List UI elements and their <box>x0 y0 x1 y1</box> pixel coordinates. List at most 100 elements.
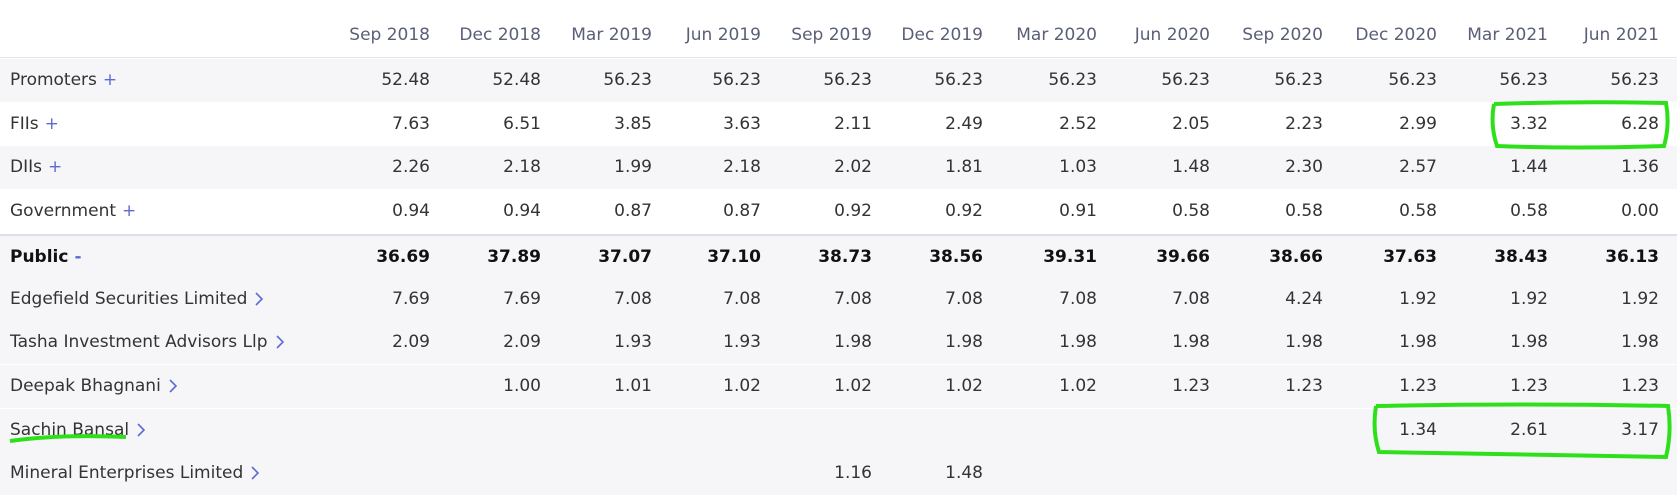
value-cell: 2.61 <box>1510 419 1548 440</box>
value-cell: 1.03 <box>1059 157 1097 178</box>
value-cell: 1.98 <box>1399 332 1437 353</box>
table-row: Edgefield Securities Limited 7.69 7.69 7.08… <box>0 277 1677 321</box>
value-cell: 7.08 <box>834 288 872 309</box>
chevron-icon[interactable] <box>255 291 264 306</box>
value-cell: 38.66 <box>1269 246 1323 267</box>
value-cell: 2.52 <box>1059 113 1097 134</box>
value-cell: 0.94 <box>392 201 430 222</box>
row-label[interactable]: Deepak Bhagnani <box>10 365 177 408</box>
row-label[interactable]: FIIs + <box>10 103 59 146</box>
value-cell: 2.02 <box>834 157 872 178</box>
value-cell: 1.92 <box>1510 288 1548 309</box>
value-cell: 1.98 <box>1172 332 1210 353</box>
value-cell: 1.81 <box>945 157 983 178</box>
value-cell: 56.23 <box>1274 70 1323 90</box>
value-cell: 1.48 <box>1172 157 1210 178</box>
value-cell: 0.00 <box>1621 201 1659 222</box>
table-row: Promoters +52.48 52.48 56.23 56.23 56.23 56.23… <box>0 59 1677 102</box>
value-cell: 7.63 <box>392 113 430 134</box>
value-cell: 1.02 <box>1059 375 1097 396</box>
row-label[interactable]: Tasha Investment Advisors Llp <box>10 321 284 364</box>
column-header: Sep 2019 <box>791 25 872 45</box>
value-cell: 2.23 <box>1285 113 1323 134</box>
chevron-icon[interactable] <box>251 466 260 480</box>
value-cell: 38.56 <box>929 246 983 267</box>
value-cell: 37.07 <box>598 246 652 267</box>
row-label[interactable]: Promoters + <box>10 59 117 102</box>
value-cell: 1.02 <box>723 375 761 396</box>
value-cell: 1.99 <box>614 157 652 178</box>
value-cell: 56.23 <box>712 70 761 90</box>
column-header: Sep 2018 <box>349 25 430 45</box>
row-name: Government <box>10 201 117 222</box>
value-cell: 2.26 <box>392 157 430 178</box>
value-cell: 1.23 <box>1399 375 1437 396</box>
value-cell: 1.36 <box>1621 157 1659 178</box>
value-cell: 0.92 <box>945 201 983 222</box>
value-cell: 1.02 <box>834 375 872 396</box>
value-cell: 2.18 <box>503 157 541 178</box>
value-cell: 7.08 <box>614 288 652 309</box>
value-cell: 1.98 <box>1621 332 1659 353</box>
table-row: Tasha Investment Advisors Llp 2.09 2.09 1.9… <box>0 321 1677 365</box>
value-cell: 0.92 <box>834 201 872 222</box>
column-header: Mar 2020 <box>1016 25 1097 45</box>
value-cell: 1.92 <box>1399 288 1437 309</box>
value-cell: 56.23 <box>1048 70 1097 90</box>
table-row: Mineral Enterprises Limited 1.16 1.48 <box>0 452 1677 496</box>
value-cell: 7.69 <box>503 288 541 309</box>
value-cell: 1.98 <box>1285 332 1323 353</box>
toggle[interactable]: - <box>74 246 82 267</box>
value-cell: 0.58 <box>1285 201 1323 222</box>
toggle[interactable]: + <box>44 113 59 134</box>
value-cell: 4.24 <box>1285 288 1323 309</box>
chevron-icon[interactable] <box>275 335 284 349</box>
value-cell: 2.30 <box>1285 157 1323 178</box>
value-cell: 1.16 <box>834 463 872 484</box>
toggle[interactable]: + <box>102 70 118 90</box>
value-cell: 0.58 <box>1510 201 1548 222</box>
row-label[interactable]: Government + <box>10 190 136 233</box>
chevron-icon[interactable] <box>169 379 177 393</box>
value-cell: 2.05 <box>1172 113 1210 134</box>
column-header: Dec 2018 <box>459 25 541 45</box>
value-cell: 7.08 <box>1059 288 1097 309</box>
value-cell: 1.00 <box>503 375 541 396</box>
table-row: Deepak Bhagnani 1.00 1.01 1.02 1.02 1.02 1.02 1… <box>0 364 1677 408</box>
column-header: Jun 2021 <box>1583 25 1659 45</box>
toggle[interactable]: + <box>47 157 63 178</box>
toggle[interactable]: + <box>122 201 137 222</box>
row-name: FIIs <box>10 113 39 134</box>
value-cell: 1.48 <box>945 463 983 484</box>
value-cell: 7.08 <box>1172 288 1210 309</box>
value-cell: 1.98 <box>1059 332 1097 353</box>
value-cell: 7.08 <box>945 288 983 309</box>
value-cell: 56.23 <box>934 70 983 90</box>
value-cell: 1.93 <box>723 332 761 353</box>
value-cell: 7.69 <box>392 288 430 309</box>
value-cell: 0.58 <box>1172 201 1210 222</box>
row-label[interactable]: Sachin Bansal <box>10 409 146 452</box>
value-cell: 56.23 <box>1610 70 1659 90</box>
value-cell: 1.23 <box>1621 375 1659 396</box>
row-name: Edgefield Securities Limited <box>10 288 248 309</box>
value-cell: 38.73 <box>818 246 872 267</box>
value-cell: 2.09 <box>503 332 541 353</box>
row-label[interactable]: Edgefield Securities Limited <box>10 278 264 321</box>
value-cell: 52.48 <box>381 70 430 90</box>
row-label[interactable]: Public - <box>10 236 82 279</box>
value-cell: 0.94 <box>503 201 541 222</box>
value-cell: 3.63 <box>723 113 761 134</box>
value-cell: 0.87 <box>614 201 652 222</box>
value-cell: 56.23 <box>1161 70 1210 90</box>
value-cell: 0.87 <box>723 201 761 222</box>
table-row: Public - 36.69 37.89 37.07 37.10 38.73 38.56 39.… <box>0 233 1677 279</box>
value-cell: 7.08 <box>723 288 761 309</box>
column-header: Jun 2019 <box>685 25 761 45</box>
value-cell: 1.02 <box>945 375 983 396</box>
value-cell: 2.57 <box>1399 157 1437 178</box>
value-cell: 56.23 <box>1499 70 1548 90</box>
row-label[interactable]: DIIs + <box>10 146 62 189</box>
row-label[interactable]: Mineral Enterprises Limited <box>10 452 260 495</box>
chevron-icon[interactable] <box>137 423 146 437</box>
